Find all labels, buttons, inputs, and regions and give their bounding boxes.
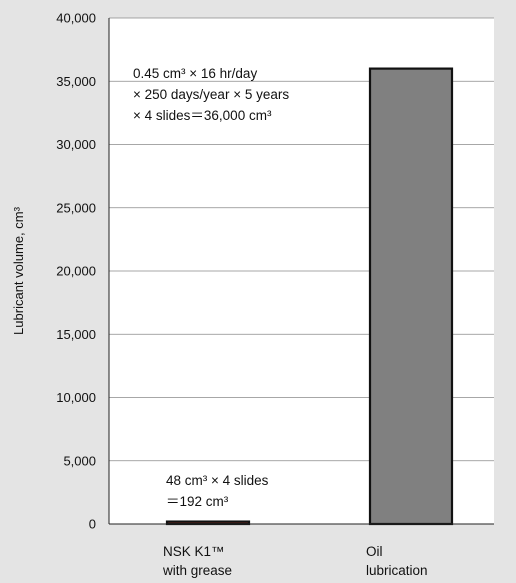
annotations: 48 cm³ × 4 slides ＝192 cm³ 0.45 cm³ × 16 h…: [133, 66, 289, 509]
y-tick-label: 15,000: [56, 327, 96, 342]
annotation-line: 0.45 cm³ × 16 hr/day: [133, 66, 257, 81]
y-tick-label: 30,000: [56, 137, 96, 152]
y-tick-label: 20,000: [56, 264, 96, 279]
y-tick-label: 0: [89, 517, 96, 532]
annotation: 0.45 cm³ × 16 hr/day × 250 days/year × 5 …: [133, 66, 289, 123]
annotation-line: 48 cm³ × 4 slides: [166, 473, 269, 488]
category-label: NSK K1™ with grease: [162, 544, 232, 578]
category-label: Oil lubrication: [366, 544, 428, 578]
y-tick-label: 25,000: [56, 200, 96, 215]
y-tick-label: 35,000: [56, 74, 96, 89]
category-label-line: with grease: [162, 563, 232, 578]
category-label-line: NSK K1™: [163, 544, 225, 559]
y-tick-label: 40,000: [56, 11, 96, 26]
category-label-line: lubrication: [366, 563, 428, 578]
annotation-line: × 250 days/year × 5 years: [133, 87, 289, 102]
y-tick-label: 10,000: [56, 390, 96, 405]
y-tick-labels: 0 5,000 10,000 15,000 20,000 25,000 30,000 35,0…: [56, 11, 96, 532]
annotation-line: ＝192 cm³: [166, 494, 229, 509]
y-axis-label: Lubricant volume, cm³: [11, 206, 26, 335]
category-labels: NSK K1™ with grease Oil lubrication: [162, 544, 428, 578]
bar: [368, 67, 454, 526]
category-label-line: Oil: [366, 544, 383, 559]
annotation: 48 cm³ × 4 slides ＝192 cm³: [166, 473, 269, 509]
annotation-line: × 4 slides＝36,000 cm³: [133, 108, 272, 123]
y-tick-label: 5,000: [63, 453, 96, 468]
